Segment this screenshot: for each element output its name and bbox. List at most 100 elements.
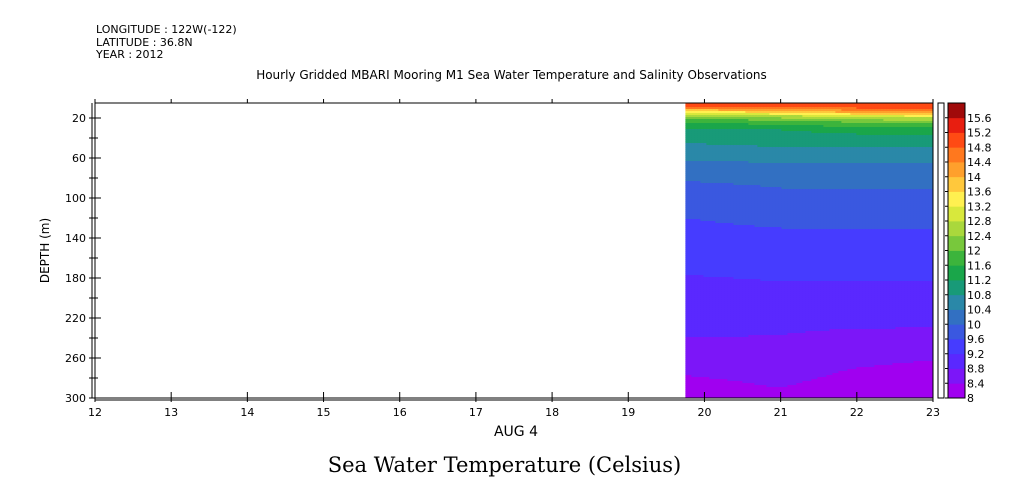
heatmap-cell (712, 131, 717, 134)
heatmap-cell (712, 247, 717, 250)
heatmap-cell (772, 199, 777, 202)
heatmap-cell (772, 113, 777, 116)
heatmap-cell (748, 195, 753, 198)
heatmap-cell (736, 317, 741, 320)
heatmap-cell (751, 187, 756, 190)
heatmap-cell (715, 261, 720, 264)
heatmap-cell (727, 375, 732, 378)
heatmap-cell (691, 225, 696, 228)
heatmap-cell (742, 301, 747, 304)
heatmap-cell (697, 133, 702, 136)
heatmap-cell (781, 319, 786, 322)
heatmap-cell (754, 107, 759, 110)
heatmap-cell (703, 163, 708, 166)
heatmap-cell (745, 359, 750, 362)
heatmap-cell (685, 315, 690, 318)
heatmap-cell (688, 153, 693, 156)
heatmap-cell (739, 349, 744, 352)
heatmap-cell (691, 287, 696, 290)
heatmap-cell (691, 329, 696, 332)
heatmap-cell (721, 103, 726, 106)
heatmap-cell (718, 127, 723, 130)
heatmap-cell (757, 209, 762, 212)
heatmap-cell (772, 351, 777, 354)
heatmap-cell (778, 261, 783, 264)
heatmap-cell (760, 347, 765, 350)
heatmap-cell (709, 207, 714, 210)
heatmap-cell (736, 329, 741, 332)
heatmap-cell (760, 395, 765, 398)
heatmap-cell (721, 277, 726, 280)
heatmap-cell (745, 135, 750, 138)
heatmap-cell (775, 287, 780, 290)
heatmap-cell (724, 217, 729, 220)
heatmap-cell (766, 259, 771, 262)
heatmap-cell (697, 257, 702, 260)
heatmap-cell (772, 337, 777, 340)
heatmap-cell (772, 201, 777, 204)
heatmap-cell (775, 107, 780, 110)
heatmap-cell (775, 175, 780, 178)
heatmap-cell (736, 227, 741, 230)
heatmap-cell (772, 235, 777, 238)
heatmap-cell (757, 337, 762, 340)
heatmap-cell (742, 385, 747, 388)
heatmap-cell (772, 163, 777, 166)
heatmap-cell (784, 213, 789, 216)
heatmap-cell (727, 271, 732, 274)
heatmap-cell (736, 359, 741, 362)
heatmap-cell (742, 215, 747, 218)
heatmap-cell (772, 347, 777, 350)
heatmap-cell (688, 219, 693, 222)
heatmap-cell (694, 163, 699, 166)
heatmap-cell (784, 117, 789, 120)
heatmap-cell (691, 181, 696, 184)
heatmap-cell (703, 379, 708, 382)
heatmap-cell (778, 303, 783, 306)
heatmap-cell (748, 373, 753, 376)
heatmap-cell (781, 161, 786, 164)
heatmap-cell (685, 339, 690, 342)
heatmap-cell (775, 379, 780, 382)
heatmap-cell (754, 251, 759, 254)
heatmap-cell (781, 295, 786, 298)
heatmap-cell (751, 139, 756, 142)
heatmap-cell (751, 183, 756, 186)
heatmap-cell (760, 277, 765, 280)
heatmap-cell (763, 341, 768, 344)
heatmap-cell (691, 145, 696, 148)
heatmap-cell (688, 259, 693, 262)
heatmap-cell (748, 273, 753, 276)
heatmap-cell (700, 291, 705, 294)
heatmap-cell (763, 245, 768, 248)
heatmap-cell (703, 361, 708, 364)
heatmap-cell (778, 235, 783, 238)
heatmap-cell (739, 131, 744, 134)
heatmap-cell (778, 389, 783, 392)
heatmap-cell (742, 369, 747, 372)
heatmap-cell (697, 285, 702, 288)
heatmap-cell (745, 325, 750, 328)
heatmap-cell (721, 113, 726, 116)
heatmap-cell (778, 113, 783, 116)
heatmap-cell (688, 205, 693, 208)
heatmap-cell (757, 299, 762, 302)
heatmap-cell (769, 163, 774, 166)
heatmap-cell (715, 335, 720, 338)
heatmap-cell (715, 125, 720, 128)
heatmap-cell (757, 393, 762, 396)
heatmap-cell (727, 159, 732, 162)
heatmap-cell (754, 367, 759, 370)
heatmap-cell (763, 303, 768, 306)
heatmap-cell (754, 293, 759, 296)
heatmap-cell (775, 195, 780, 198)
heatmap-cell (733, 347, 738, 350)
heatmap-cell (751, 245, 756, 248)
heatmap-cell (685, 187, 690, 190)
heatmap-cell (694, 335, 699, 338)
heatmap-cell (751, 113, 756, 116)
heatmap-cell (685, 253, 690, 256)
heatmap-cell (730, 323, 735, 326)
heatmap-cell (766, 291, 771, 294)
heatmap-cell (724, 199, 729, 202)
